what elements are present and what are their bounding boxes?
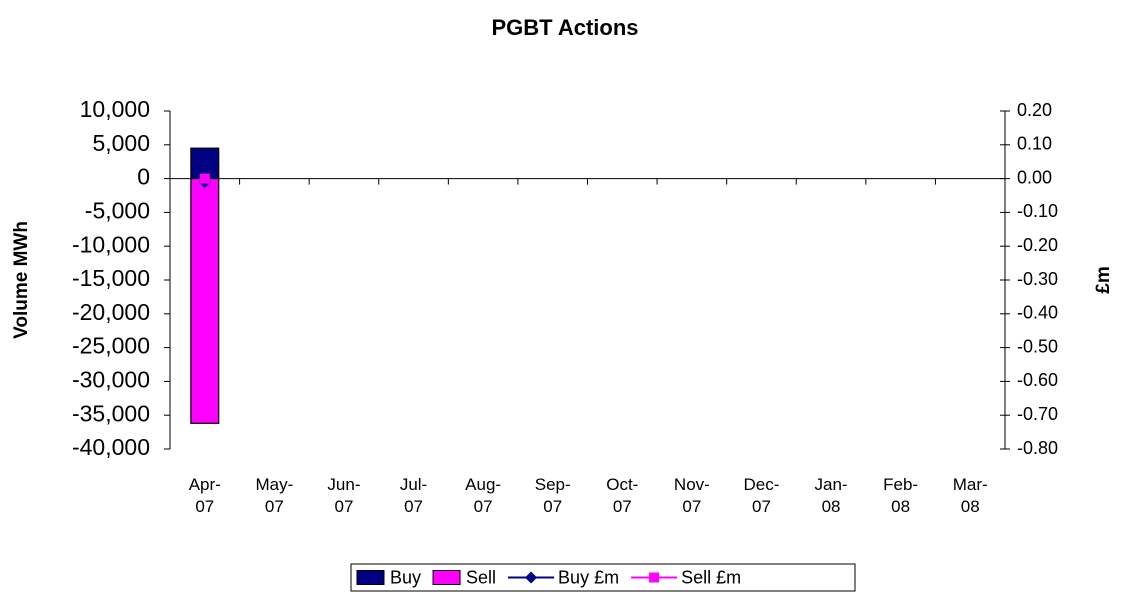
y2-tick-label: -0.20 [1017, 235, 1058, 255]
y2-tick-label: -0.80 [1017, 438, 1058, 458]
y2-tick-label: 0.10 [1017, 134, 1052, 154]
y-tick-label: -5,000 [85, 197, 150, 223]
y2-tick-label: 0.00 [1017, 167, 1052, 187]
x-tick-label: Sep-07 [534, 475, 571, 516]
y2-tick-label: -0.40 [1017, 303, 1058, 323]
y2-tick-label: -0.10 [1017, 201, 1058, 221]
x-tick-label: Jun-07 [327, 475, 361, 516]
y-tick-label: -20,000 [72, 299, 150, 325]
y-tick-label: -10,000 [72, 231, 150, 257]
x-tick-label: Jul-07 [399, 475, 428, 516]
legend-label: Buy £m [558, 567, 619, 587]
y-tick-label: 10,000 [80, 96, 150, 122]
legend-marker [649, 572, 660, 583]
legend-label: Sell £m [681, 567, 741, 587]
x-tick-label: Nov-07 [673, 475, 710, 516]
x-tick-label: May-07 [255, 475, 294, 516]
y-tick-label: 5,000 [92, 130, 150, 156]
y2-tick-label: -0.30 [1017, 269, 1058, 289]
x-tick-label: Feb-08 [883, 475, 919, 516]
legend-marker [525, 571, 538, 584]
y2-tick-label: -0.60 [1017, 370, 1058, 390]
y-tick-label: -35,000 [72, 400, 150, 426]
chart-title: PGBT Actions [491, 15, 638, 40]
y2-tick-label: -0.50 [1017, 336, 1058, 356]
y-tick-label: -15,000 [72, 265, 150, 291]
x-tick-label: Dec-07 [743, 475, 780, 516]
y2-axis-title: £m [1093, 266, 1114, 293]
legend-swatch [356, 570, 385, 585]
bar [190, 178, 220, 424]
y-tick-label: -25,000 [72, 333, 150, 359]
x-tick-label: Apr-07 [188, 475, 221, 516]
marker [199, 173, 210, 184]
legend-box [350, 563, 856, 592]
y2-tick-label: 0.20 [1017, 100, 1052, 120]
y-axis-title: Volume MWh [11, 221, 32, 339]
bar [190, 147, 220, 180]
y2-tick-label: -0.70 [1017, 404, 1058, 424]
x-tick-label: Oct-07 [606, 475, 639, 516]
x-tick-label: Aug-07 [465, 475, 502, 516]
y-tick-label: 0 [137, 164, 150, 190]
legend-label: Sell [466, 567, 496, 587]
legend-swatch [432, 570, 461, 585]
y-tick-label: -30,000 [72, 366, 150, 392]
legend-label: Buy [390, 567, 421, 587]
x-tick-label: Jan-08 [814, 475, 848, 516]
y-tick-label: -40,000 [72, 434, 150, 460]
x-tick-label: Mar-08 [952, 475, 988, 516]
